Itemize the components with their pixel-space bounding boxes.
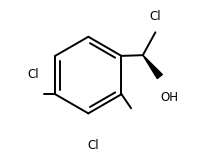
Text: Cl: Cl (149, 10, 161, 23)
Polygon shape (143, 55, 162, 79)
Text: OH: OH (160, 91, 179, 104)
Text: Cl: Cl (88, 139, 99, 152)
Text: Cl: Cl (27, 68, 39, 81)
